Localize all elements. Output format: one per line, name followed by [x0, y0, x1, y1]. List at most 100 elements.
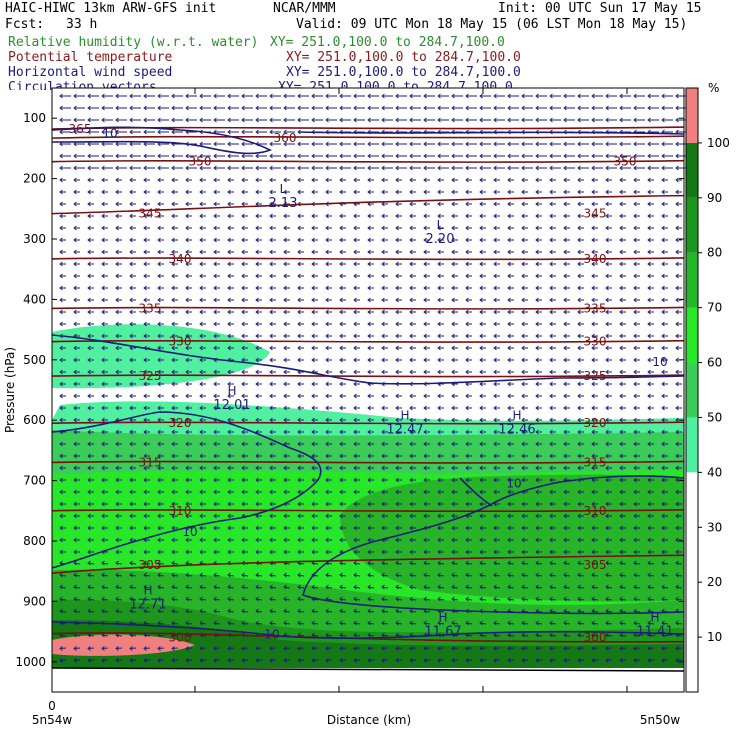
circulation-arrow [465, 429, 472, 435]
circulation-arrow [493, 584, 501, 590]
circulation-arrow [577, 429, 584, 435]
circulation-arrow [479, 189, 486, 195]
circulation-arrow [101, 525, 108, 531]
theta-label: 350 [614, 155, 637, 169]
circulation-arrow [549, 261, 556, 267]
circulation-arrow [367, 537, 374, 543]
circulation-arrow [339, 513, 346, 519]
circulation-arrow [675, 658, 683, 663]
circulation-arrow [577, 237, 584, 243]
circulation-arrow [633, 453, 640, 459]
circulation-arrow [213, 309, 220, 315]
circulation-arrow [409, 477, 416, 483]
circulation-arrow [409, 417, 416, 423]
circulation-arrow [577, 646, 585, 651]
circulation-arrow [339, 213, 346, 219]
circulation-arrow [521, 105, 533, 111]
circulation-arrow [535, 453, 542, 459]
colorbar-tick-label: 70 [707, 301, 722, 315]
circulation-arrow [577, 381, 584, 387]
colorbar-segment [686, 417, 698, 473]
circulation-arrow [437, 465, 444, 471]
circulation-arrow [185, 405, 192, 411]
x-right-endpoint: 5n50w [640, 713, 681, 727]
circulation-arrow [437, 273, 444, 279]
circulation-arrow [451, 105, 463, 111]
circulation-arrow [451, 453, 458, 459]
circulation-arrow [227, 237, 234, 243]
circulation-arrow [605, 237, 612, 243]
circulation-arrow [157, 261, 164, 267]
circulation-arrow [73, 584, 81, 590]
circulation-arrow [423, 153, 435, 159]
circulation-arrow [311, 441, 318, 447]
circulation-arrow [661, 572, 669, 578]
circulation-arrow [241, 658, 249, 663]
circulation-arrow [339, 237, 346, 243]
circulation-arrow [661, 117, 673, 123]
circulation-arrow [437, 501, 444, 507]
circulation-arrow [213, 393, 220, 399]
circulation-arrow [465, 560, 473, 566]
circulation-arrow [297, 177, 304, 183]
circulation-arrow [129, 658, 137, 663]
circulation-arrow [283, 608, 291, 614]
circulation-arrow [563, 596, 571, 602]
circulation-arrow [311, 537, 318, 543]
circulation-arrow [661, 237, 668, 243]
circulation-arrow [549, 453, 556, 459]
circulation-arrow [395, 646, 403, 651]
circulation-arrow [269, 620, 277, 626]
circulation-arrow [493, 345, 500, 351]
circulation-arrow [479, 441, 486, 447]
circulation-arrow [157, 572, 165, 578]
circulation-arrow [157, 560, 165, 566]
circulation-arrow [101, 596, 109, 602]
extremum-value: 11.67 [424, 625, 461, 640]
circulation-arrow [465, 417, 472, 423]
circulation-arrow [227, 381, 234, 387]
circulation-arrow [605, 646, 613, 651]
circulation-arrow [241, 285, 248, 291]
circulation-arrow [479, 549, 486, 555]
circulation-arrow [227, 537, 234, 543]
circulation-arrow [269, 189, 276, 195]
circulation-arrow [171, 369, 178, 375]
circulation-arrow [115, 345, 122, 351]
circulation-arrow [73, 441, 80, 447]
circulation-arrow [549, 584, 557, 590]
circulation-arrow [591, 321, 598, 327]
circulation-arrow [605, 165, 617, 171]
colorbar-frame [685, 87, 699, 693]
circulation-arrow [395, 333, 402, 339]
circulation-arrow [325, 465, 332, 471]
circulation-arrow [115, 453, 122, 459]
circulation-arrow [241, 225, 248, 231]
circulation-arrow [283, 584, 291, 590]
circulation-arrow [325, 357, 332, 363]
circulation-arrow [591, 405, 598, 411]
circulation-arrow [255, 201, 262, 207]
circulation-arrow [241, 620, 249, 626]
circulation-arrow [283, 117, 295, 123]
circulation-arrow [311, 309, 318, 315]
circulation-arrow [549, 297, 556, 303]
circulation-arrow [101, 345, 108, 351]
colorbar-tick-label: 50 [707, 410, 722, 424]
circulation-arrow [255, 417, 262, 423]
circulation-arrow [115, 429, 122, 435]
circulation-arrow [381, 632, 389, 638]
circulation-arrow [563, 261, 570, 267]
circulation-arrow [143, 465, 150, 471]
circulation-arrow [423, 417, 430, 423]
circulation-arrow [367, 213, 374, 219]
circulation-arrow [213, 441, 220, 447]
circulation-arrow [171, 333, 178, 339]
circulation-arrow [129, 477, 136, 483]
circulation-arrow [577, 201, 584, 207]
circulation-arrow [213, 608, 221, 614]
circulation-arrow [549, 345, 556, 351]
circulation-arrow [647, 117, 659, 123]
circulation-arrow [185, 393, 192, 399]
circulation-arrow [129, 381, 136, 387]
